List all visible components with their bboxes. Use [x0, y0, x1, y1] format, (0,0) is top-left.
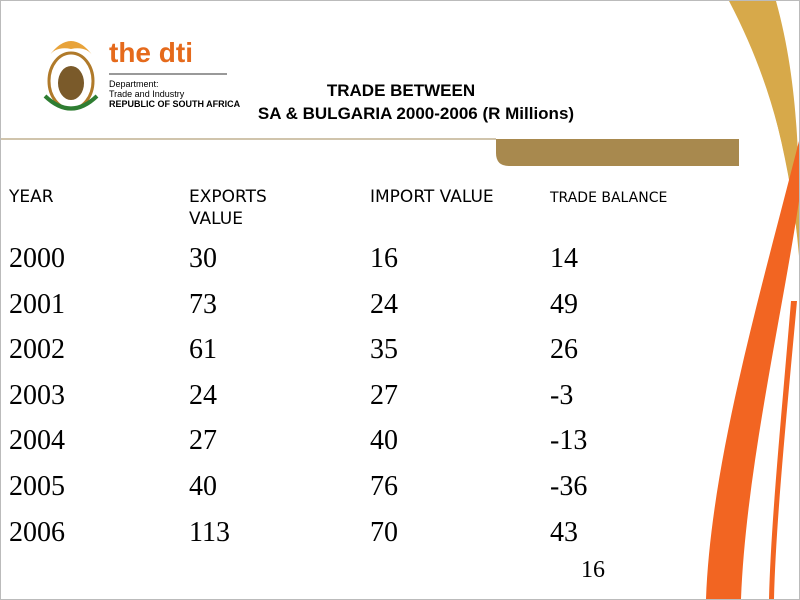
- department: Department: Trade and Industry REPUBLIC …: [109, 79, 240, 109]
- table-cell: 27: [189, 425, 217, 457]
- table-cell: -13: [550, 425, 588, 457]
- table-cell: -36: [550, 471, 588, 502]
- table-cell: 70: [370, 516, 398, 548]
- gold-stripe-fill: [736, 1, 799, 251]
- orange-stripe: [706, 141, 799, 599]
- table-cell: 16: [370, 243, 398, 274]
- table-cell: 26: [550, 334, 578, 366]
- column-header: TRADE BALANCE: [550, 190, 668, 206]
- table-cell: 40: [370, 425, 398, 457]
- column-header: YEAR: [9, 187, 54, 207]
- table-cell: 40: [189, 471, 217, 502]
- column-header: EXPORTS VALUE: [189, 187, 267, 229]
- table-cell: 24: [370, 288, 398, 320]
- table-cell: 14: [550, 243, 578, 274]
- orange-line: [769, 301, 797, 599]
- table-cell: 43: [550, 516, 578, 548]
- title-line: TRADE BETWEEN: [326, 81, 476, 100]
- gold-bar: [496, 139, 739, 166]
- table-cell: 2000: [9, 243, 65, 274]
- table-cell: -3: [550, 379, 574, 411]
- department-line: Department:: [109, 79, 159, 89]
- emblem: [43, 41, 99, 111]
- column-header: IMPORT VALUE: [370, 187, 494, 207]
- department-line: Trade and Industry: [109, 89, 185, 99]
- table-cell: 35: [370, 334, 398, 366]
- department-line: REPUBLIC OF SOUTH AFRICA: [109, 99, 241, 109]
- table-cell: 61: [189, 334, 217, 366]
- title: TRADE BETWEEN SA & BULGARIA 2000-2006 (R…: [201, 79, 601, 125]
- table-cell: 2004: [9, 425, 65, 457]
- table-cell: 73: [189, 288, 217, 320]
- table-cell: 2001: [9, 288, 65, 320]
- table-cell: 113: [189, 516, 230, 548]
- table-cell: 49: [550, 288, 578, 320]
- page-number: 16: [581, 557, 605, 583]
- table-cell: 2002: [9, 334, 65, 366]
- table-cell: 2005: [9, 471, 65, 502]
- table-cell: 30: [189, 243, 217, 274]
- logo-text: the dti: [109, 37, 193, 68]
- table-cell: 2006: [9, 516, 65, 548]
- table-cell: 2003: [9, 379, 65, 411]
- table-cell: 27: [370, 379, 398, 411]
- table-cell: 24: [189, 379, 217, 411]
- title-line: SA & BULGARIA 2000-2006 (R Millions): [257, 104, 575, 123]
- table-cell: 76: [370, 471, 398, 502]
